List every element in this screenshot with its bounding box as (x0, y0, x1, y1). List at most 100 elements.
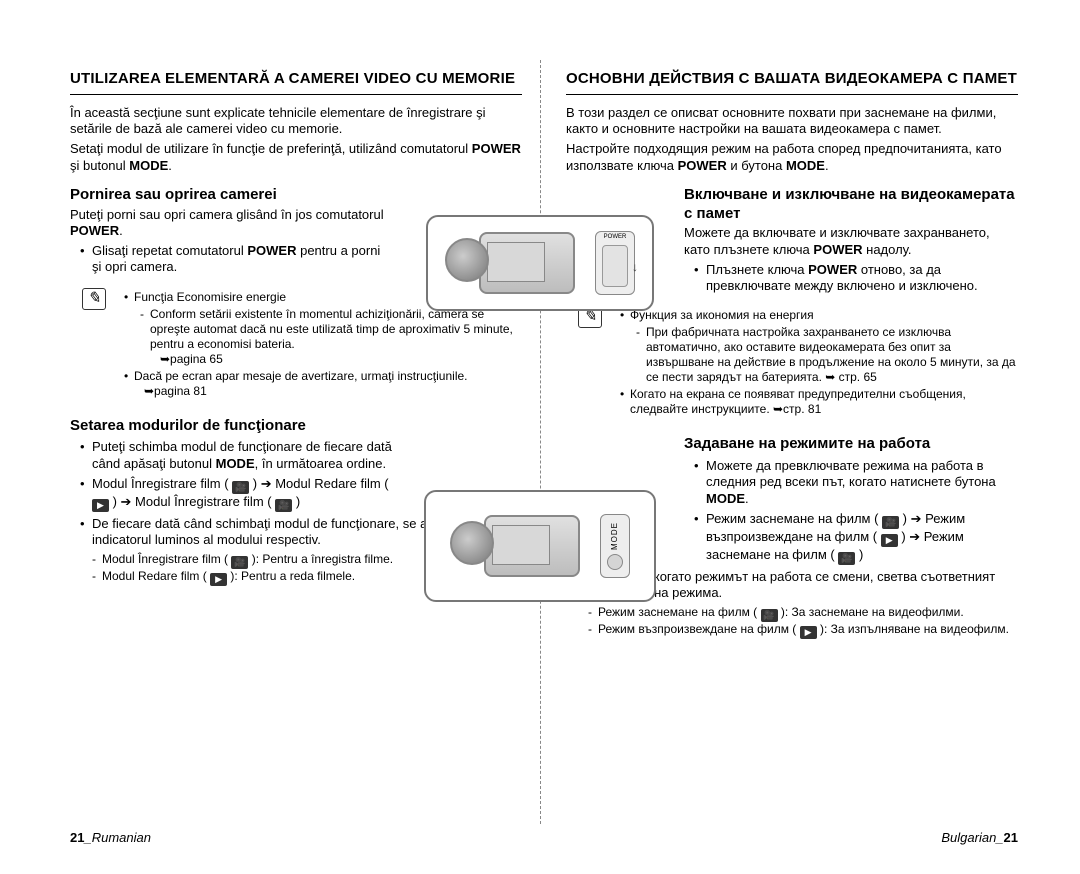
page-ref: ➥pagina 81 (134, 384, 522, 399)
text: Conform setării existente în momentul ac… (150, 307, 513, 351)
record-icon: 🎥 (882, 516, 899, 529)
power-word: POWER (808, 262, 857, 277)
text: ) ➔ Modul Înregistrare film ( (109, 494, 275, 509)
text: . (825, 158, 829, 173)
right-sec2-heading: Задаване на режимите на работа (684, 435, 1018, 454)
text: . (119, 223, 123, 238)
text: ): За изпълняване на видеофилм. (817, 622, 1009, 636)
text: Режим заснемане на филм ( (598, 605, 761, 619)
power-word: POWER (472, 141, 521, 156)
text: şi butonul (70, 158, 129, 173)
footer-right: Bulgarian_21 (941, 830, 1018, 846)
page-number: 21 (1004, 830, 1018, 845)
right-sec1-p: Можете да включвате и изключвате захранв… (684, 225, 1018, 258)
power-switch-icon: POWER (595, 231, 635, 295)
text: Dacă pe ecran apar mesaje de avertizare,… (134, 369, 468, 383)
right-sec2-list: Можете да превключвате режима на работа … (684, 458, 1018, 565)
right-note-box: ✎ Функция за икономия на енергия При фаб… (578, 304, 1018, 423)
text: Режим заснемане на филм ( (706, 511, 882, 526)
text: Функция за икономия на енергия (630, 308, 814, 322)
sub-list: Conform setării existente în momentul ac… (134, 307, 522, 367)
list-item: Плъзнете ключа POWER отново, за да превк… (694, 262, 1018, 295)
record-icon: 🎥 (231, 556, 248, 569)
list-item: Puteţi schimba modul de funcţionare de f… (80, 439, 410, 472)
mode-word: MODE (216, 456, 255, 471)
right-intro2: Настройте подходящия режим на работа спо… (566, 141, 1018, 174)
mode-word: MODE (129, 158, 168, 173)
record-icon: 🎥 (275, 499, 292, 512)
power-word: POWER (813, 242, 862, 257)
left-sec1-heading: Pornirea sau oprirea camerei (70, 186, 522, 205)
record-icon: 🎥 (232, 481, 249, 494)
text: Modul Înregistrare film ( (92, 476, 232, 491)
left-sec1-p: Puteţi porni sau opri camera glisând în … (70, 207, 400, 240)
right-title: ОСНОВНИ ДЕЙСТВИЯ С ВАШАТА ВИДЕОКАМЕРА С … (566, 70, 1018, 95)
lang-label: Bulgarian_ (941, 830, 1003, 845)
right-sec1-list: Плъзнете ключа POWER отново, за да превк… (684, 262, 1018, 295)
list-item: Можете да превключвате режима на работа … (694, 458, 1018, 507)
text: Setaţi modul de utilizare în funcţie de … (70, 141, 472, 156)
power-word: POWER (247, 243, 296, 258)
text: ): За заснемане на видеофилми. (778, 605, 964, 619)
text: ): Pentru a înregistra filme. (248, 552, 393, 566)
left-title: UTILIZAREA ELEMENTARĂ A CAMEREI VIDEO CU… (70, 70, 522, 95)
text: Можете да превключвате режима на работа … (706, 458, 996, 489)
text: Плъзнете ключа (706, 262, 808, 277)
illustration-power: POWER (426, 215, 654, 311)
list-item: Функция за икономия на енергия При фабри… (620, 308, 1018, 385)
text: надолу. (863, 242, 912, 257)
text: Glisaţi repetat comutatorul (92, 243, 247, 258)
list-item: При фабричната настройка захранването се… (636, 325, 1018, 385)
text: и бутона (727, 158, 786, 173)
right-sec2-dash: Режим заснемане на филм ( 🎥 ): За заснем… (566, 605, 1018, 639)
text: . (745, 491, 749, 506)
text: , în următoarea ordine. (255, 456, 387, 471)
list-item: Glisaţi repetat comutatorul POWER pentru… (80, 243, 390, 276)
record-icon: 🎥 (838, 552, 855, 565)
camcorder-icon (450, 511, 590, 581)
text: Puteţi porni sau opri camera glisând în … (70, 207, 384, 222)
play-icon: ▶ (800, 626, 817, 639)
mode-word: MODE (786, 158, 825, 173)
lang-label: _Rumanian (84, 830, 151, 845)
play-icon: ▶ (92, 499, 109, 512)
left-sec2-heading: Setarea modurilor de funcţionare (70, 417, 522, 436)
list-item: Dacă pe ecran apar mesaje de avertizare,… (124, 369, 522, 399)
note-icon: ✎ (82, 288, 106, 310)
text: Funcţia Economisire energie (134, 290, 286, 304)
page-ref: ➥pagina 65 (150, 352, 522, 367)
play-icon: ▶ (881, 534, 898, 547)
right-sec1-heading: Включване и изключване на видеокамерата … (684, 186, 1018, 224)
power-word: POWER (678, 158, 727, 173)
mode-button-icon: MODE (600, 514, 630, 578)
sub-list: При фабричната настройка захранването се… (630, 325, 1018, 385)
left-intro1: În această secţiune sunt explicate tehni… (70, 105, 522, 138)
mode-label: MODE (610, 522, 620, 550)
left-sec1-list: Glisaţi repetat comutatorul POWER pentru… (70, 243, 390, 276)
page-number: 21 (70, 830, 84, 845)
text: ): Pentru a reda filmele. (227, 569, 355, 583)
list-item: Conform setării existente în momentul ac… (140, 307, 522, 367)
center-divider (540, 60, 541, 824)
left-intro2: Setaţi modul de utilizare în funcţie de … (70, 141, 522, 174)
play-icon: ▶ (210, 573, 227, 586)
mode-word: MODE (706, 491, 745, 506)
power-word: POWER (70, 223, 119, 238)
text: ) (292, 494, 300, 509)
footer: 21_Rumanian Bulgarian_21 (70, 830, 1018, 846)
footer-left: 21_Rumanian (70, 830, 151, 846)
power-label: POWER (604, 234, 627, 240)
text: Modul Înregistrare film ( (102, 552, 231, 566)
text: ) ➔ Modul Redare film ( (249, 476, 388, 491)
note-list: Функция за икономия на енергия При фабри… (610, 308, 1018, 419)
list-item: Когато на екрана се появяват предупредит… (620, 387, 1018, 417)
illustration-mode: MODE (424, 490, 656, 602)
list-item: Режим заснемане на филм ( 🎥 ) ➔ Режим въ… (694, 511, 1018, 565)
text: ) (855, 547, 863, 562)
list-item: Режим възпроизвеждане на филм ( ▶ ): За … (588, 622, 1018, 639)
text: Modul Redare film ( (102, 569, 210, 583)
right-intro1: В този раздел се описват основните похва… (566, 105, 1018, 138)
list-item: Режим заснемане на филм ( 🎥 ): За заснем… (588, 605, 1018, 622)
text: Режим възпроизвеждане на филм ( (598, 622, 800, 636)
text: . (168, 158, 172, 173)
